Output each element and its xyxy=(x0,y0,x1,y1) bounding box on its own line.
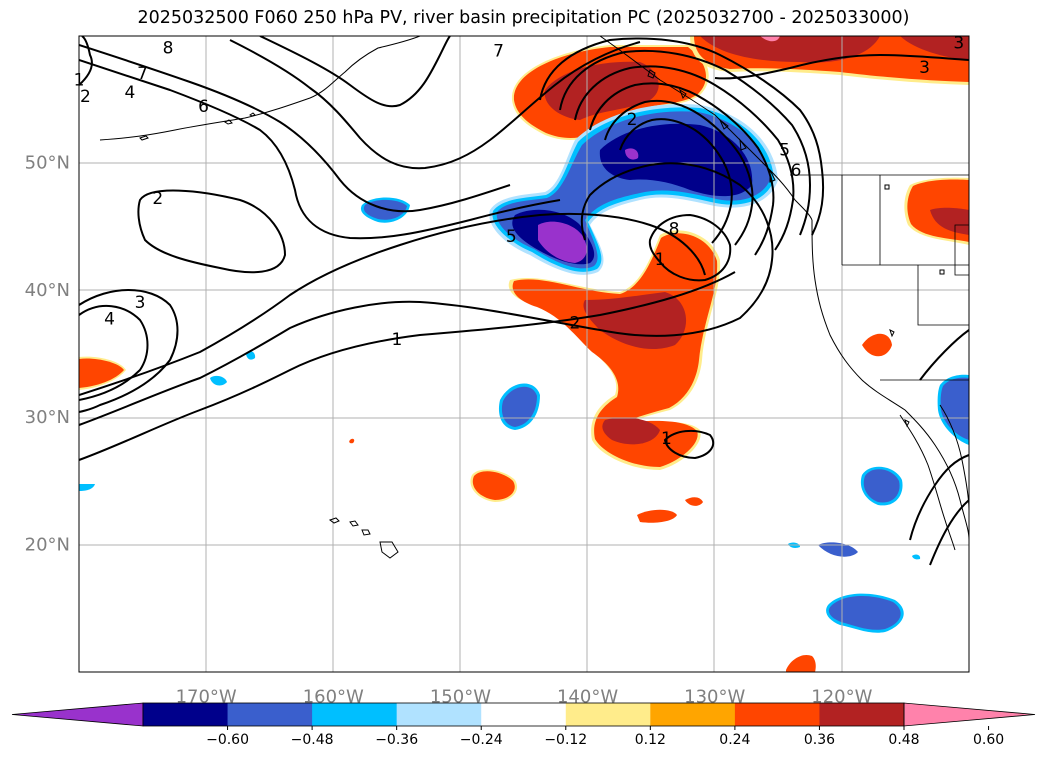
map-background xyxy=(79,36,969,672)
colorbar: −0.60 −0.48 −0.36 −0.24 −0.12 0.12 0.24 0.36 0.4… xyxy=(11,702,1036,748)
colorbar-extend-high xyxy=(903,702,1036,727)
lat-tick-label: 50°N xyxy=(25,153,70,174)
pv-contour-label: 5 xyxy=(506,227,517,247)
colorbar-tick-label: 0.12 xyxy=(635,732,666,748)
latitude-labels: 20°N 30°N 40°N 50°N xyxy=(25,153,70,556)
pv-contour-label: 1 xyxy=(391,330,402,350)
map-title: 2025032500 F060 250 hPa PV, river basin … xyxy=(137,8,910,28)
colorbar-tick-label: −0.60 xyxy=(206,732,249,748)
colorbar-tick-label: 0.48 xyxy=(888,732,919,748)
pv-contour-label: 8 xyxy=(669,219,680,239)
colorbar-frame xyxy=(142,702,905,727)
lat-tick-label: 30°N xyxy=(25,407,70,428)
colorbar-tick-label: −0.36 xyxy=(375,732,418,748)
colorbar-swatch xyxy=(396,703,482,726)
map-frame xyxy=(78,35,970,673)
pv-contour-label: 3 xyxy=(953,34,964,54)
pv-contour-label: 5 xyxy=(779,140,790,160)
colorbar-tick-label: 0.36 xyxy=(804,732,835,748)
lat-tick-label: 40°N xyxy=(25,280,70,301)
longitude-labels: 170°W 160°W 150°W 140°W 130°W 120°W xyxy=(176,687,873,708)
colorbar-swatch xyxy=(227,703,313,726)
colorbar-tick-label: 0.60 xyxy=(973,732,1004,748)
pv-contour-label: 6 xyxy=(198,97,209,117)
lon-tick-label: 150°W xyxy=(430,687,491,708)
pv-contour-label: 7 xyxy=(137,64,148,84)
lat-tick-label: 20°N xyxy=(25,534,70,555)
pv-contour-label: 2 xyxy=(627,110,638,130)
coastlines xyxy=(99,36,969,559)
pv-contours xyxy=(79,36,969,566)
pv-contour-label: 2 xyxy=(152,189,163,209)
pv-contour-label: 8 xyxy=(163,39,174,59)
colorbar-extend-low xyxy=(11,702,144,727)
colorbar-tick-label: 0.24 xyxy=(719,732,750,748)
pv-contour-label: 6 xyxy=(791,161,802,181)
pv-contour-label: 3 xyxy=(919,58,930,78)
colorbar-tick-label: −0.24 xyxy=(460,732,503,748)
pv-contour-label: 4 xyxy=(124,83,135,103)
pv-contour-label: 3 xyxy=(135,293,146,313)
pv-contour-label: 4 xyxy=(104,310,115,330)
lon-tick-label: 170°W xyxy=(176,687,237,708)
pv-contour-label: 2 xyxy=(569,313,580,333)
colorbar-tick-label: −0.48 xyxy=(291,732,334,748)
pv-contour-label: 1 xyxy=(661,429,672,449)
colorbar-swatch xyxy=(734,703,820,726)
lon-tick-label: 160°W xyxy=(303,687,364,708)
pv-contour-label: 1 xyxy=(655,250,666,270)
colorbar-swatch xyxy=(481,703,567,726)
gridlines xyxy=(79,36,969,672)
pv-contour-label: 7 xyxy=(493,41,504,61)
colorbar-swatch xyxy=(565,703,651,726)
colorbar-swatch xyxy=(650,703,736,726)
colorbar-swatch xyxy=(143,703,229,726)
colorbar-swatch xyxy=(312,703,398,726)
colorbar-tick-label: −0.12 xyxy=(544,732,587,748)
lon-tick-label: 140°W xyxy=(557,687,618,708)
pv-contour-label: 2 xyxy=(80,87,91,107)
precip-negative-regions xyxy=(79,104,969,633)
lon-tick-label: 120°W xyxy=(811,687,872,708)
colorbar-swatch xyxy=(819,703,905,726)
lon-tick-label: 130°W xyxy=(684,687,745,708)
